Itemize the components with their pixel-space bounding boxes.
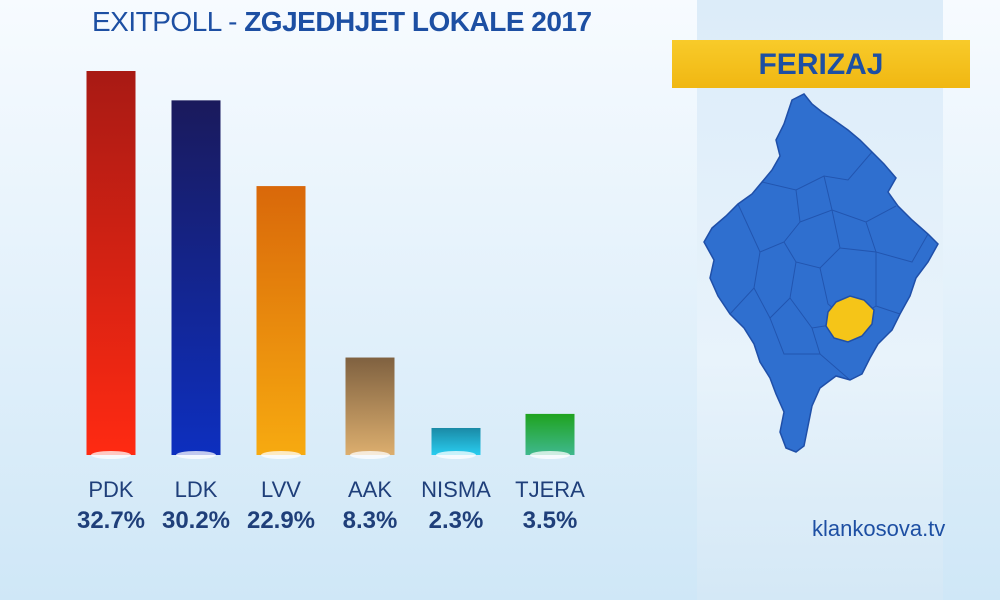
category-label: TJERA [515, 477, 585, 502]
border-line [769, 317, 820, 355]
category-label: LVV [261, 477, 301, 502]
bar-aak [345, 357, 395, 455]
value-label: 3.5% [523, 507, 578, 534]
border-line [865, 221, 929, 263]
chart-title: EXITPOLL - ZGJEDHJET LOKALE 2017 [92, 6, 592, 38]
ferizaj-region [825, 295, 875, 343]
chart-title-part1: EXITPOLL - [92, 6, 237, 37]
category-label: NISMA [421, 477, 491, 502]
bar-base-glow [91, 451, 131, 459]
kosovo-map [703, 93, 939, 453]
value-label: 22.9% [247, 507, 315, 534]
value-label: 32.7% [77, 507, 145, 534]
region-banner: FERIZAJ [672, 40, 970, 88]
bar-nisma [431, 427, 481, 455]
category-label: AAK [348, 477, 392, 502]
bars-group [86, 71, 575, 459]
bar-lvv [256, 186, 306, 455]
bar-tjera [525, 413, 575, 455]
bar-base-glow [350, 451, 390, 459]
municipality-borders [729, 151, 929, 381]
value-label: 2.3% [429, 507, 484, 534]
region-label: FERIZAJ [758, 48, 884, 81]
value-label: 8.3% [343, 507, 398, 534]
border-line [823, 175, 897, 223]
border-line [753, 261, 797, 319]
border-line [875, 305, 901, 315]
source-credit: klankosova.tv [812, 516, 946, 541]
labels-group: PDK 32.7% LDK 30.2% LVV 22.9% AAK 8.3% NISMA 2.3%… [77, 477, 585, 534]
bar-ldk [171, 100, 221, 456]
bar-base-glow [530, 451, 570, 459]
chart-title-part2: ZGJEDHJET LOKALE 2017 [244, 6, 592, 37]
bar-base-glow [261, 451, 301, 459]
border-line [783, 209, 841, 269]
bar-chart: PDK 32.7% LDK 30.2% LVV 22.9% AAK 8.3% NISMA 2.3%… [77, 71, 585, 534]
bar-base-glow [176, 451, 216, 459]
value-label: 30.2% [162, 507, 230, 534]
category-label: PDK [88, 477, 134, 502]
category-label: LDK [175, 477, 218, 502]
bar-base-glow [436, 451, 476, 459]
bar-pdk [86, 71, 136, 455]
